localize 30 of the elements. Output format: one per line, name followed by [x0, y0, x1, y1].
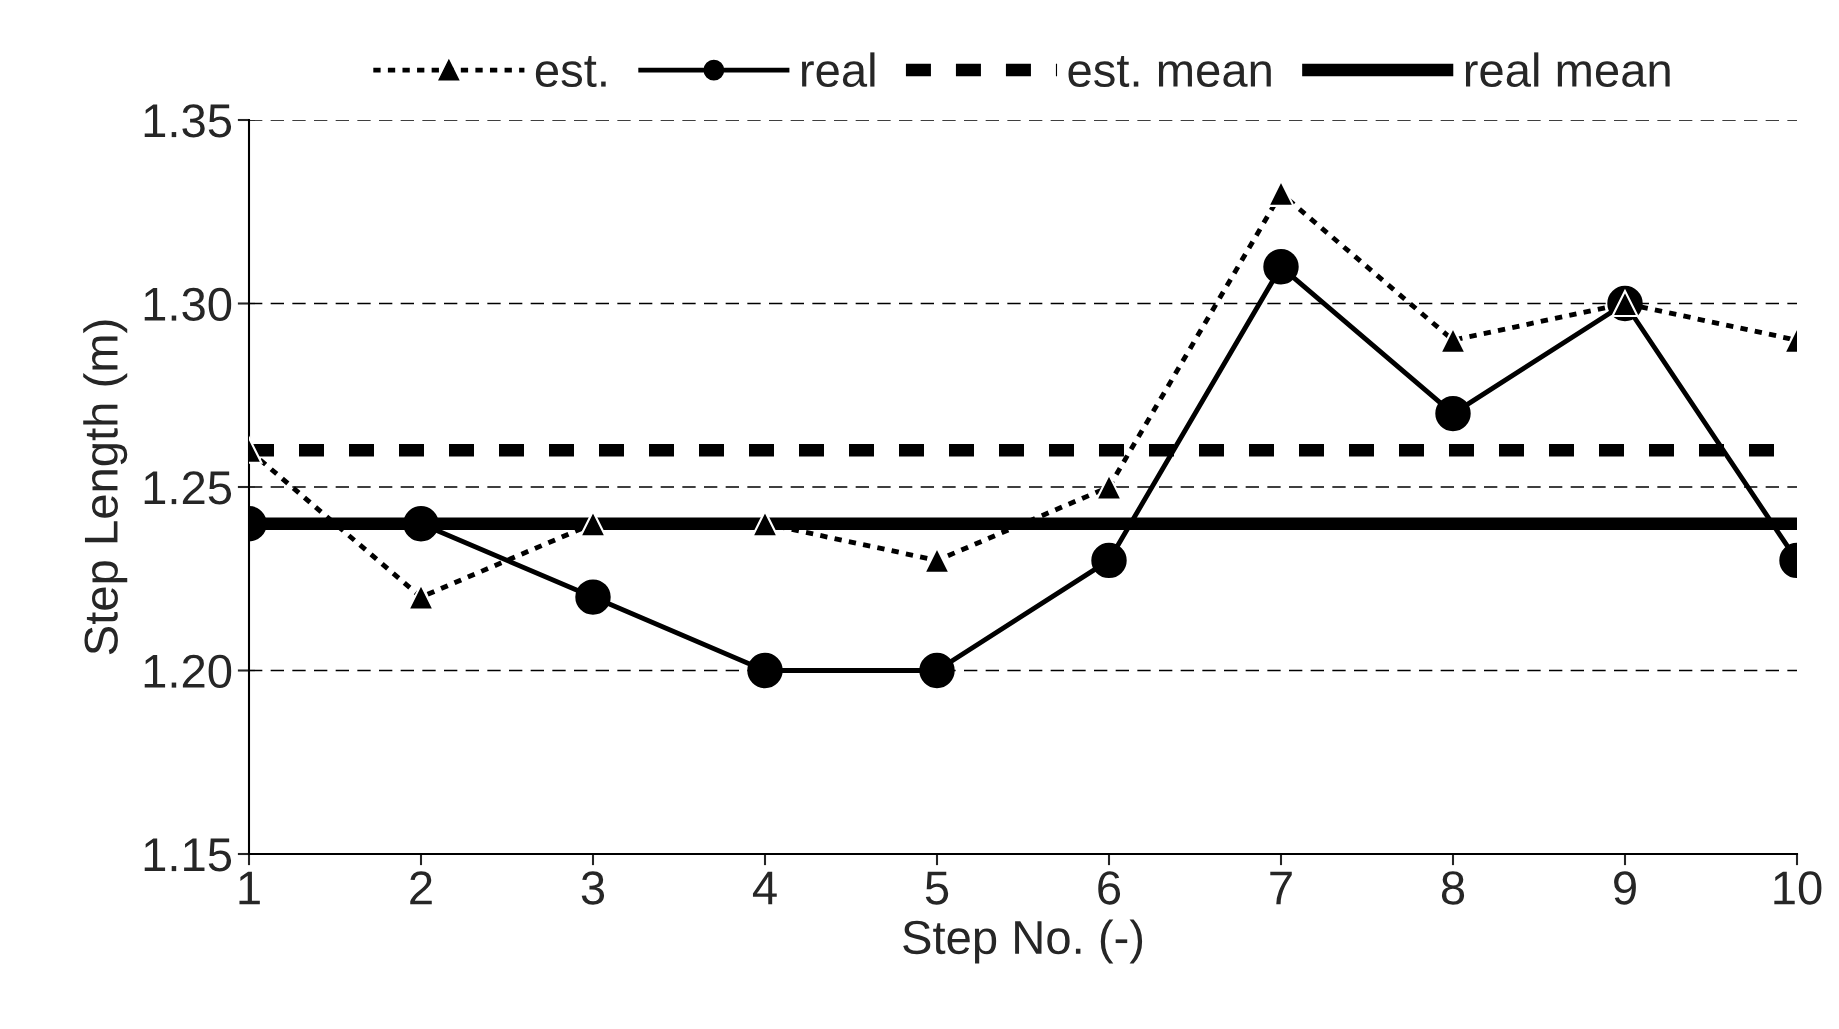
point	[919, 652, 955, 689]
y-tick-label: 1.25	[144, 471, 232, 505]
point	[751, 510, 779, 538]
y-tick-label: 1.30	[144, 287, 232, 322]
legend-label: real	[802, 52, 875, 88]
x-tick-label: 3	[581, 871, 605, 905]
legend-label: est.	[535, 56, 606, 88]
point	[747, 652, 783, 689]
x-tick-label: 8	[1441, 871, 1465, 905]
point	[575, 579, 611, 615]
point	[579, 510, 607, 538]
x-axis-title: Step No. (-)	[903, 919, 1143, 964]
point	[1435, 395, 1471, 432]
legend-label: est. mean	[1068, 56, 1271, 88]
x-tick-label: 10	[1774, 871, 1822, 905]
point	[403, 505, 439, 542]
x-tick-label: 5	[925, 871, 949, 905]
x-tick-label: 2	[410, 871, 432, 905]
y-tick-label: 1.35	[144, 104, 232, 138]
y-tick-label: 1.20	[144, 654, 232, 689]
x-tick-label: 4	[752, 871, 777, 905]
y-tick-label: 1.15	[144, 838, 232, 872]
point	[1091, 542, 1127, 579]
legend-label: real mean	[1465, 52, 1670, 88]
x-tick-label: 9	[1614, 871, 1636, 905]
x-tick-label: 1	[239, 871, 260, 905]
x-tick-label: 7	[1270, 871, 1292, 905]
x-tick-label: 6	[1098, 871, 1121, 905]
point	[1263, 249, 1299, 285]
y-axis-title: Step Length (m)	[83, 320, 128, 655]
